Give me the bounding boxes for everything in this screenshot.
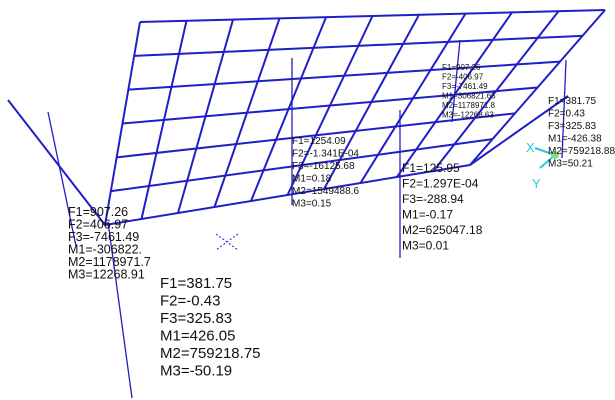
axis-label: Y	[532, 176, 541, 191]
reaction-value: F1=907.26	[68, 205, 128, 219]
reaction-value: F3=325.83	[160, 310, 232, 327]
reaction-value: M3=-50.19	[160, 363, 232, 380]
reaction-value: F1=381.75	[548, 96, 597, 107]
reaction-value: M1=426.05	[160, 328, 235, 345]
reaction-value: F3=-16125.68	[292, 161, 355, 172]
beam	[139, 9, 606, 23]
reaction-value: M1=-426.38	[548, 134, 602, 145]
reaction-value: M2=625047.18	[402, 223, 483, 237]
beam	[469, 95, 569, 166]
reaction-value: F1=907.26	[442, 63, 481, 72]
reaction-value: F2=-0.43	[160, 293, 220, 310]
reaction-value: F2=-406.97	[442, 73, 484, 82]
reaction-value: F1=1254.09	[292, 136, 346, 147]
reaction-value: M3=12268.91	[68, 268, 145, 282]
reaction-value: F2=0.43	[548, 109, 585, 120]
reaction-value: M3=0.01	[402, 239, 449, 253]
roof-grid	[7, 9, 606, 226]
reaction-value: F3=325.83	[548, 121, 597, 132]
reaction-labels: F1=907.26F2=406.97F3=-7461.49M1=-306822.…	[68, 63, 615, 380]
reaction-value: M2=759218.75	[160, 345, 261, 362]
beam	[134, 34, 583, 57]
reaction-value: M3=50.21	[548, 159, 593, 170]
beam	[7, 99, 106, 226]
beam	[116, 112, 516, 159]
reaction-value: M2=1178971.7	[68, 255, 151, 269]
reaction-value: F2=1.297E-04	[402, 177, 479, 191]
reaction-value: M1=-0.17	[402, 208, 453, 222]
reaction-value: F3=-7461.49	[442, 82, 488, 91]
column	[107, 221, 133, 399]
axis-label: X	[526, 140, 535, 155]
reaction-value: F3=-7461.49	[68, 230, 139, 244]
reaction-value: M2=1178971.8	[442, 101, 496, 110]
column	[451, 39, 461, 123]
columns	[47, 39, 567, 399]
reaction-value: F2=406.97	[68, 218, 128, 232]
beam	[128, 60, 561, 91]
beam	[110, 138, 493, 193]
reaction-value: F2=-1.341E-04	[292, 149, 359, 160]
reaction-value: M3=-12268.63	[442, 111, 494, 120]
reaction-value: F1=125.95	[402, 161, 460, 175]
reaction-value: M1=0.18	[292, 174, 332, 185]
reaction-value: M2=759218.88	[548, 146, 615, 157]
reaction-value: F1=381.75	[160, 275, 232, 292]
axis-triad	[534, 147, 559, 169]
column	[47, 111, 77, 247]
reaction-value: F3=-288.94	[402, 192, 464, 206]
reaction-value: M1=-306822.	[68, 243, 142, 257]
beam	[104, 164, 471, 226]
support-marker	[215, 233, 239, 251]
reaction-value: M2=1549488.6	[292, 186, 359, 197]
column	[561, 59, 567, 159]
reaction-value: M3=0.15	[292, 199, 332, 210]
beam	[122, 86, 538, 125]
reaction-value: M1=306821.65	[442, 92, 496, 101]
